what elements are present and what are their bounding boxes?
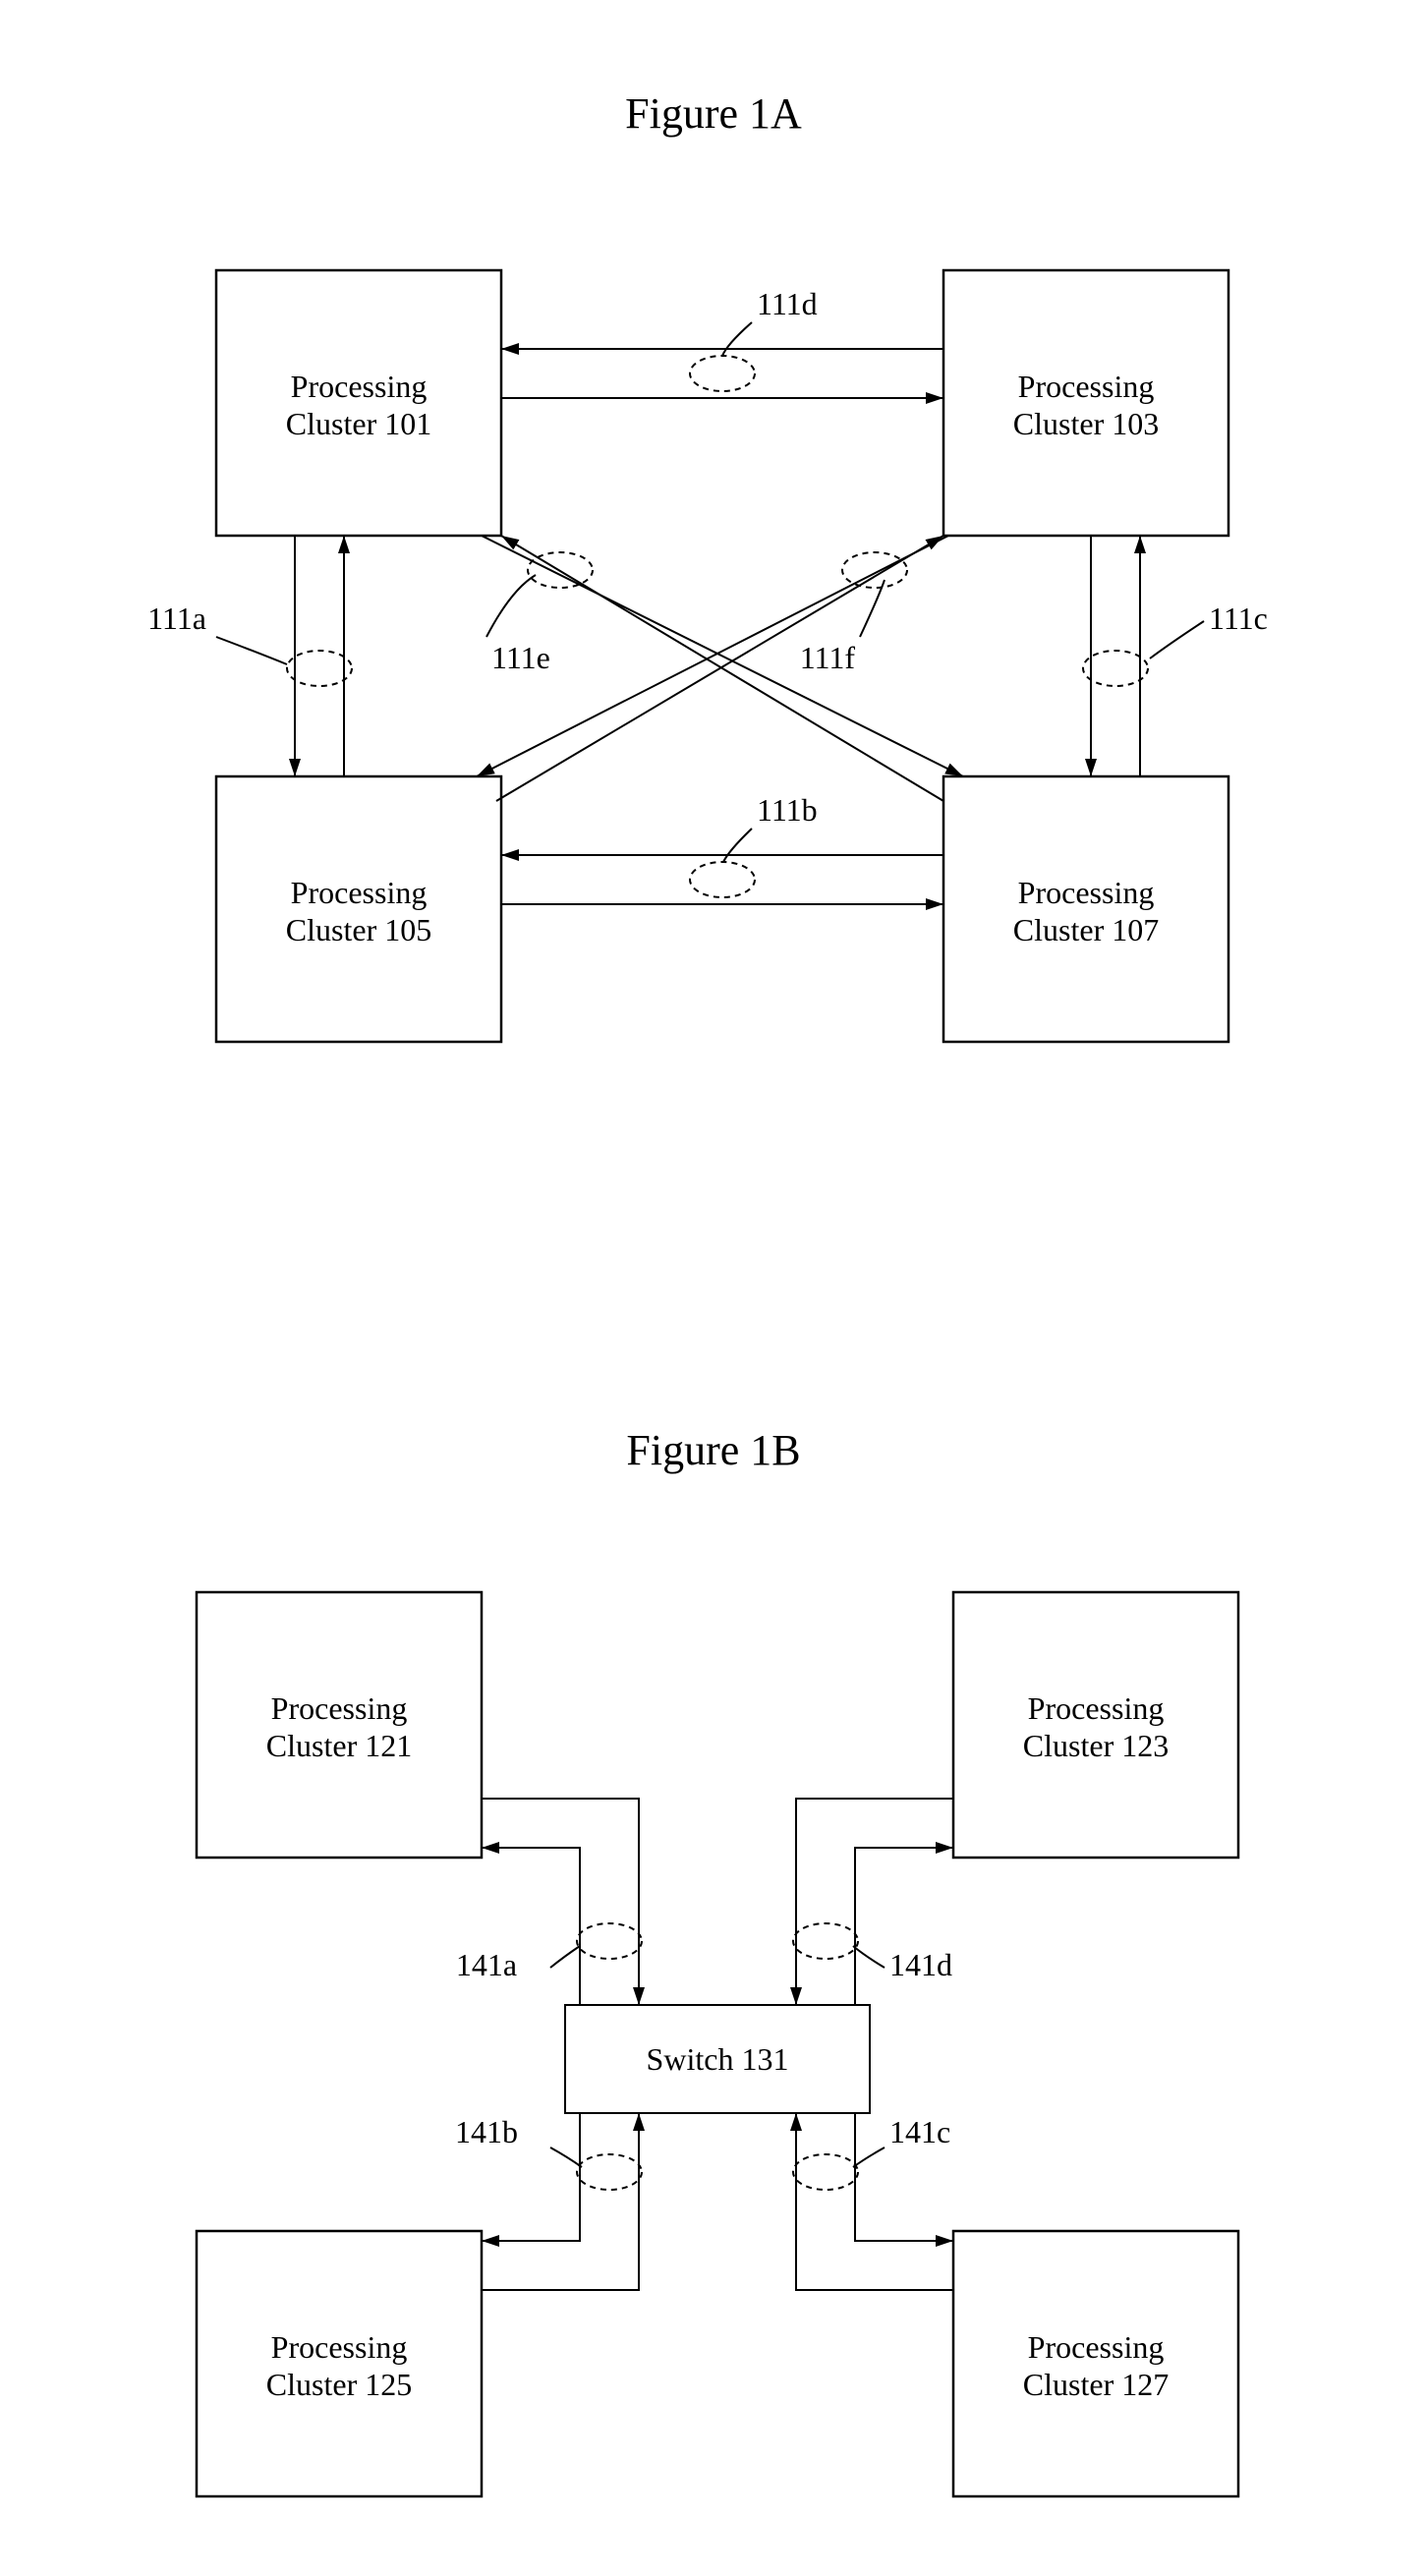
reference-label: 111f [800, 640, 856, 675]
reference-label: 141a [456, 1947, 517, 1982]
svg-text:Processing: Processing [271, 1690, 408, 1726]
callout-line [550, 1946, 580, 1968]
callout-line [486, 575, 536, 637]
svg-text:Processing: Processing [291, 369, 428, 404]
callout-line [853, 1946, 885, 1968]
reference-label: 111d [757, 286, 818, 321]
reference-ring [577, 2154, 642, 2190]
reference-ring [690, 356, 755, 391]
svg-text:Switch 131: Switch 131 [647, 2041, 789, 2077]
callout-line [216, 637, 287, 664]
svg-text:Cluster 127: Cluster 127 [1023, 2367, 1169, 2402]
reference-label: 111b [757, 792, 818, 828]
reference-label: 141b [455, 2114, 518, 2149]
svg-text:Processing: Processing [1028, 1690, 1165, 1726]
reference-ring [287, 651, 352, 686]
svg-text:Figure 1B: Figure 1B [626, 1426, 800, 1474]
callout-line [550, 2147, 582, 2167]
svg-text:Cluster 103: Cluster 103 [1013, 406, 1159, 441]
callout-line [853, 2147, 885, 2167]
reference-ring [842, 552, 907, 588]
svg-text:Cluster 123: Cluster 123 [1023, 1728, 1169, 1763]
reference-ring [793, 2154, 858, 2190]
svg-text:Cluster 121: Cluster 121 [266, 1728, 412, 1763]
reference-label: 141d [889, 1947, 952, 1982]
reference-ring [577, 1923, 642, 1959]
reference-ring [690, 862, 755, 897]
reference-label: 111a [147, 601, 206, 636]
callout-line [722, 322, 752, 356]
callout-line [860, 580, 885, 637]
callout-line [723, 829, 752, 862]
svg-text:Cluster 125: Cluster 125 [266, 2367, 412, 2402]
svg-text:Cluster 105: Cluster 105 [286, 912, 431, 947]
callout-line [1150, 621, 1204, 658]
reference-ring [1083, 651, 1148, 686]
reference-label: 111c [1209, 601, 1268, 636]
svg-text:Processing: Processing [291, 875, 428, 910]
connector [482, 536, 963, 776]
svg-text:Processing: Processing [271, 2329, 408, 2365]
svg-text:Processing: Processing [1018, 875, 1155, 910]
svg-text:Processing: Processing [1028, 2329, 1165, 2365]
reference-ring [793, 1923, 858, 1959]
svg-text:Processing: Processing [1018, 369, 1155, 404]
svg-text:Figure 1A: Figure 1A [625, 89, 802, 138]
svg-text:Cluster 101: Cluster 101 [286, 406, 431, 441]
svg-text:Cluster 107: Cluster 107 [1013, 912, 1159, 947]
reference-label: 111e [491, 640, 550, 675]
reference-label: 141c [889, 2114, 950, 2149]
